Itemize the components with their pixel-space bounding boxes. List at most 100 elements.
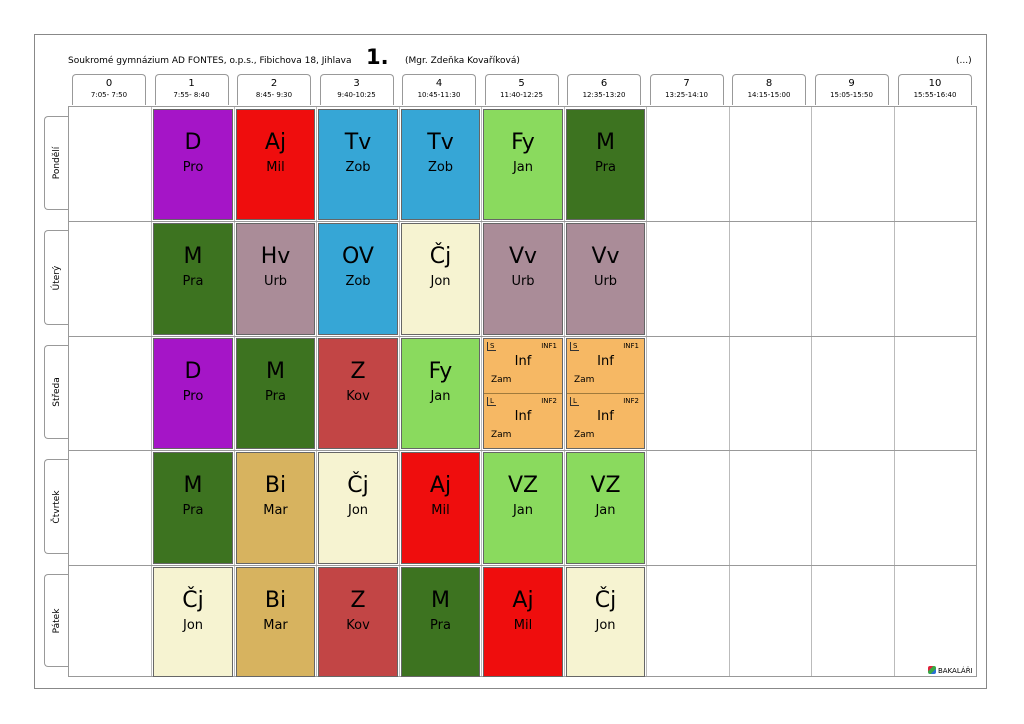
lesson-cell[interactable]: Z Kov xyxy=(318,567,398,677)
bakalari-logo: BAKALÁŘI xyxy=(928,666,973,676)
day-label: Pondělí xyxy=(44,116,68,210)
lesson-group-half[interactable]: S INF1 Inf Zam xyxy=(484,339,562,394)
lesson-teacher: Pro xyxy=(182,389,204,404)
lesson-subject: D xyxy=(184,130,202,155)
lesson-cell[interactable]: Vv Urb xyxy=(483,223,563,335)
lesson-teacher: Jon xyxy=(595,618,616,633)
period-time: 11:40-12:25 xyxy=(500,91,543,99)
grid-row-line xyxy=(69,450,976,451)
school-name: Soukromé gymnázium AD FONTES, o.p.s., Fi… xyxy=(68,56,352,66)
day-name: Čtvrtek xyxy=(51,489,62,524)
period-header: 3 9:40-10:25 xyxy=(319,74,394,105)
lesson-subject: Bi xyxy=(264,588,287,613)
period-number: 2 xyxy=(270,78,278,89)
lesson-cell[interactable]: Hv Urb xyxy=(236,223,315,335)
lesson-cell[interactable]: D Pro xyxy=(153,338,233,449)
lesson-teacher: Jan xyxy=(430,389,451,404)
lesson-cell[interactable]: Tv Zob xyxy=(318,109,398,220)
grid-row-line xyxy=(69,221,976,222)
lesson-subject: Čj xyxy=(182,588,204,613)
lesson-teacher: Pra xyxy=(265,389,286,404)
lesson-cell[interactable]: M Pra xyxy=(153,223,233,335)
period-time: 7:05- 7:50 xyxy=(90,91,128,99)
period-time: 12:35-13:20 xyxy=(582,91,626,99)
day-label: Pátek xyxy=(44,574,68,667)
lesson-cell[interactable]: VZ Jan xyxy=(483,452,563,564)
period-number: 1 xyxy=(188,78,195,89)
lesson-subject: Aj xyxy=(264,130,287,155)
lesson-cell[interactable]: OV Zob xyxy=(318,223,398,335)
lesson-teacher: Pro xyxy=(182,160,204,175)
day-label: Čtvrtek xyxy=(44,459,68,554)
lesson-cell[interactable]: S INF1 Inf Zam L INF2 Inf Zam xyxy=(483,338,563,449)
period-header: 10 15:55-16:40 xyxy=(898,74,972,105)
lesson-cell[interactable]: S INF1 Inf Zam L INF2 Inf Zam xyxy=(566,338,645,449)
lesson-cell[interactable]: Bi Mar xyxy=(236,452,315,564)
lesson-teacher: Mil xyxy=(266,160,285,175)
lesson-subject: VZ xyxy=(507,473,539,498)
lesson-teacher: Zob xyxy=(345,274,371,289)
lesson-group-half[interactable]: L INF2 Inf Zam xyxy=(567,394,644,449)
lesson-subject: M xyxy=(596,130,615,155)
lesson-subject: M xyxy=(266,359,285,384)
lesson-cell[interactable]: Fy Jan xyxy=(483,109,563,220)
lesson-subject: Z xyxy=(350,588,366,613)
lesson-cell[interactable]: Z Kov xyxy=(318,338,398,449)
lesson-teacher: Mil xyxy=(431,503,450,518)
lesson-cell[interactable]: Čj Jon xyxy=(318,452,398,564)
lesson-subject: Čj xyxy=(429,244,452,269)
period-time: 10:45-11:30 xyxy=(417,91,461,99)
lesson-cell[interactable]: Čj Jon xyxy=(401,223,480,335)
period-time: 15:55-16:40 xyxy=(913,91,957,99)
lesson-subject: Tv xyxy=(344,130,372,155)
lesson-cell[interactable]: M Pra xyxy=(153,452,233,564)
period-time: 15:05-15:50 xyxy=(830,91,873,99)
grid-column-line xyxy=(234,107,235,676)
lesson-cell[interactable]: Vv Urb xyxy=(566,223,645,335)
lesson-subject: Inf xyxy=(514,354,532,369)
lesson-cell[interactable]: Aj Mil xyxy=(401,452,480,564)
lesson-teacher: Urb xyxy=(511,274,535,289)
lesson-teacher: Mil xyxy=(513,618,533,633)
lesson-teacher: Jon xyxy=(430,274,451,289)
group-name: INF2 xyxy=(541,396,557,405)
lesson-cell[interactable]: Čj Jon xyxy=(153,567,233,677)
lesson-subject: Vv xyxy=(591,244,620,269)
timetable-grid: D Pro Aj Mil Tv Zob Tv Zob Fy Jan M Pra M Pra Hv Urb OV Z… xyxy=(68,106,977,677)
lesson-teacher: Zam xyxy=(574,429,595,440)
lesson-cell[interactable]: Čj Jon xyxy=(566,567,645,677)
grid-column-line xyxy=(729,107,730,676)
period-header: 7 13:25-14:10 xyxy=(649,74,724,105)
grid-column-line xyxy=(151,107,152,676)
grid-column-line xyxy=(316,107,317,676)
lesson-group-half[interactable]: S INF1 Inf Zam xyxy=(567,339,644,394)
group-tag: S xyxy=(487,342,497,351)
lesson-cell[interactable]: VZ Jan xyxy=(566,452,645,564)
lesson-teacher: Jon xyxy=(347,503,369,518)
lesson-cell[interactable]: Bi Mar xyxy=(236,567,315,677)
lesson-cell[interactable]: M Pra xyxy=(566,109,645,220)
lesson-teacher: Zam xyxy=(574,375,595,385)
lesson-cell[interactable]: Aj Mil xyxy=(483,567,563,677)
lesson-cell[interactable]: Tv Zob xyxy=(401,109,480,220)
grid-column-line xyxy=(646,107,647,676)
lesson-subject: Čj xyxy=(347,473,369,498)
lesson-subject: Inf xyxy=(597,408,614,424)
lesson-group-half[interactable]: L INF2 Inf Zam xyxy=(484,394,562,449)
lesson-subject: Aj xyxy=(429,473,452,498)
period-header: 0 7:05- 7:50 xyxy=(72,74,146,105)
logo-text: BAKALÁŘI xyxy=(938,667,973,675)
lesson-teacher: Jon xyxy=(182,618,204,633)
period-time: 14:15-15:00 xyxy=(747,91,791,99)
lesson-cell[interactable]: Fy Jan xyxy=(401,338,480,449)
grid-column-line xyxy=(894,107,895,676)
lesson-cell[interactable]: M Pra xyxy=(236,338,315,449)
period-header: 1 7:55- 8:40 xyxy=(154,74,229,105)
lesson-cell[interactable]: M Pra xyxy=(401,567,480,677)
lesson-cell[interactable]: D Pro xyxy=(153,109,233,220)
period-number: 6 xyxy=(600,78,608,89)
period-header: 2 8:45- 9:30 xyxy=(237,74,311,105)
lesson-cell[interactable]: Aj Mil xyxy=(236,109,315,220)
group-tag: S xyxy=(570,342,580,351)
lesson-teacher: Mar xyxy=(263,618,288,633)
